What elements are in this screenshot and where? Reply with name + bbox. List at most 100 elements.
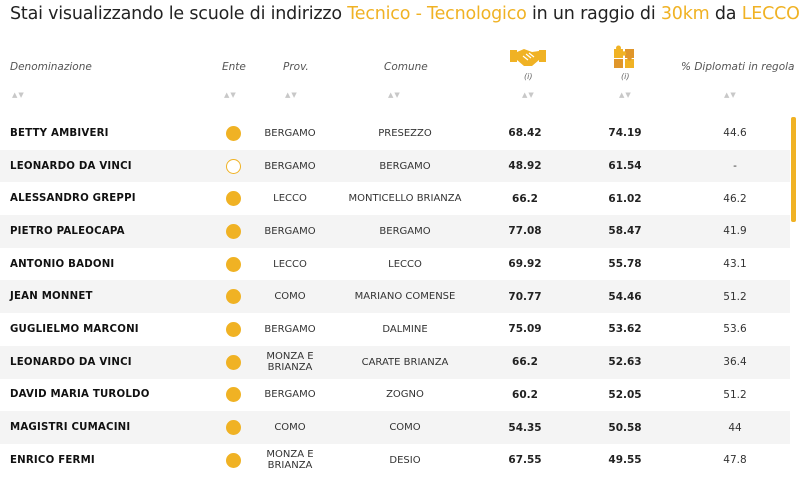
indicator-1-value: 48.92 xyxy=(508,160,542,173)
table-row[interactable]: ANTONIO BADONI LECCO LECCO 69.92 55.78 43.1 xyxy=(0,248,790,281)
table-row[interactable]: ALESSANDRO GREPPI LECCO MONTICELLO BRIANZA… xyxy=(0,182,790,215)
indicator-1-value: 70.77 xyxy=(508,290,542,303)
ente-indicator xyxy=(224,182,242,215)
indicator-1-value: 75.09 xyxy=(508,323,542,336)
sort-col5[interactable]: ▲▼ xyxy=(522,91,535,99)
diplomati-value: 44.6 xyxy=(723,127,747,140)
ente-dot-icon xyxy=(225,289,241,305)
table-row[interactable]: JEAN MONNET COMO MARIANO COMENSE 70.77 54.46… xyxy=(0,280,790,314)
school-name[interactable]: BETTY AMBIVERI xyxy=(10,127,109,139)
comune: BERGAMO xyxy=(379,160,431,172)
table-row[interactable]: BETTY AMBIVERI BERGAMO PRESEZZO 68.42 74.19 4… xyxy=(0,117,790,150)
ente-indicator xyxy=(224,346,242,379)
ente-dot-icon xyxy=(225,452,241,468)
header-ente: Ente xyxy=(222,61,246,73)
info-col5[interactable]: (i) xyxy=(524,72,533,81)
header-prov: Prov. xyxy=(283,61,309,73)
ente-dot-icon xyxy=(225,354,241,370)
province: BERGAMO xyxy=(264,389,316,401)
title-raggio: 30km xyxy=(660,4,710,24)
diplomati-value: - xyxy=(733,160,737,173)
school-name[interactable]: PIETRO PALEOCAPA xyxy=(10,225,125,237)
indicator-2-value: 58.47 xyxy=(608,225,642,238)
indicator-1-value: 66.2 xyxy=(512,356,538,369)
header-denominazione: Denominazione xyxy=(10,61,92,73)
comune: COMO xyxy=(389,422,421,434)
comune: LECCO xyxy=(388,258,422,270)
ente-dot-icon xyxy=(225,158,241,174)
ente-dot-icon xyxy=(225,256,241,272)
table-row[interactable]: MAGISTRI CUMACINI COMO COMO 54.35 50.58 44 xyxy=(0,411,790,444)
table-row[interactable]: ENRICO FERMI MONZA E BRIANZA DESIO 67.55 49.… xyxy=(0,444,790,477)
indicator-1-value: 60.2 xyxy=(512,388,538,401)
table-header: Denominazione ▲▼ Ente ▲▼ Prov. ▲▼ Comune… xyxy=(0,38,800,113)
comune: ZOGNO xyxy=(386,389,424,401)
ente-dot-icon xyxy=(225,223,241,239)
indicator-1-value: 68.42 xyxy=(508,127,542,140)
school-name[interactable]: ALESSANDRO GREPPI xyxy=(10,193,136,205)
table-row[interactable]: LEONARDO DA VINCI MONZA E BRIANZA CARATE B… xyxy=(0,345,790,379)
ente-indicator xyxy=(224,280,242,313)
comune: CARATE BRIANZA xyxy=(361,356,449,368)
comune: DESIO xyxy=(389,454,421,466)
sort-col6[interactable]: ▲▼ xyxy=(619,91,632,99)
ente-dot-icon xyxy=(225,420,241,436)
indicator-2-value: 61.54 xyxy=(608,160,642,173)
scrollbar[interactable] xyxy=(791,117,796,222)
indicator-2-value: 55.78 xyxy=(608,258,642,271)
school-name[interactable]: LEONARDO DA VINCI xyxy=(10,356,132,368)
indicator-2-value: 52.63 xyxy=(608,356,642,369)
ente-indicator xyxy=(224,313,242,346)
school-name[interactable]: MAGISTRI CUMACINI xyxy=(10,422,131,434)
sort-ente[interactable]: ▲▼ xyxy=(224,91,237,99)
province: LECCO xyxy=(273,193,307,205)
indicator-1-value: 67.55 xyxy=(508,454,542,467)
indicator-1-value: 66.2 xyxy=(512,192,538,205)
table-row[interactable]: PIETRO PALEOCAPA BERGAMO BERGAMO 77.08 58.47… xyxy=(0,215,790,248)
indicator-2-value: 52.05 xyxy=(608,388,642,401)
sort-diplomati[interactable]: ▲▼ xyxy=(724,91,737,99)
ente-indicator xyxy=(224,117,242,150)
header-diplomati: % Diplomati in regola xyxy=(681,61,795,73)
title-prefix: Stai visualizzando le scuole di indirizz… xyxy=(10,4,348,24)
province: BERGAMO xyxy=(264,225,316,237)
diplomati-value: 51.2 xyxy=(723,388,747,401)
school-name[interactable]: DAVID MARIA TUROLDO xyxy=(10,389,150,401)
title-citta: LECCO xyxy=(741,4,800,24)
school-name[interactable]: ENRICO FERMI xyxy=(10,454,95,466)
ente-dot-icon xyxy=(225,191,241,207)
school-name[interactable]: LEONARDO DA VINCI xyxy=(10,160,132,172)
table-row[interactable]: LEONARDO DA VINCI BERGAMO BERGAMO 48.92 61.5… xyxy=(0,149,790,183)
sort-denominazione[interactable]: ▲▼ xyxy=(12,91,25,99)
ente-indicator xyxy=(224,444,242,477)
diplomati-value: 53.6 xyxy=(723,323,747,336)
title-connector: da xyxy=(709,4,742,24)
province: LECCO xyxy=(273,258,307,270)
diplomati-value: 51.2 xyxy=(723,290,747,303)
table-row[interactable]: GUGLIELMO MARCONI BERGAMO DALMINE 75.09 53.6… xyxy=(0,313,790,346)
ente-indicator xyxy=(224,248,242,281)
info-col6[interactable]: (i) xyxy=(621,72,630,81)
title-middle: in un raggio di xyxy=(526,4,661,24)
school-name[interactable]: GUGLIELMO MARCONI xyxy=(10,323,139,335)
ente-dot-icon xyxy=(225,387,241,403)
diplomati-value: 41.9 xyxy=(723,225,747,238)
indicator-2-value: 50.58 xyxy=(608,421,642,434)
indicator-1-value: 54.35 xyxy=(508,421,542,434)
province: BERGAMO xyxy=(264,323,316,335)
school-name[interactable]: ANTONIO BADONI xyxy=(10,258,115,270)
comune: MARIANO COMENSE xyxy=(354,291,456,303)
province: BERGAMO xyxy=(264,160,316,172)
province: BERGAMO xyxy=(264,127,316,139)
school-name[interactable]: JEAN MONNET xyxy=(10,291,93,303)
comune: PRESEZZO xyxy=(378,127,432,139)
table-row[interactable]: DAVID MARIA TUROLDO BERGAMO ZOGNO 60.2 52.05… xyxy=(0,379,790,412)
province: MONZA E BRIANZA xyxy=(266,351,314,374)
schools-table: BETTY AMBIVERI BERGAMO PRESEZZO 68.42 74.19 4… xyxy=(0,117,790,477)
diplomati-value: 36.4 xyxy=(723,356,747,369)
sort-prov[interactable]: ▲▼ xyxy=(285,91,298,99)
indicator-2-value: 74.19 xyxy=(608,127,642,140)
diplomati-value: 44 xyxy=(728,421,742,434)
indicator-2-value: 49.55 xyxy=(608,454,642,467)
sort-comune[interactable]: ▲▼ xyxy=(388,91,401,99)
